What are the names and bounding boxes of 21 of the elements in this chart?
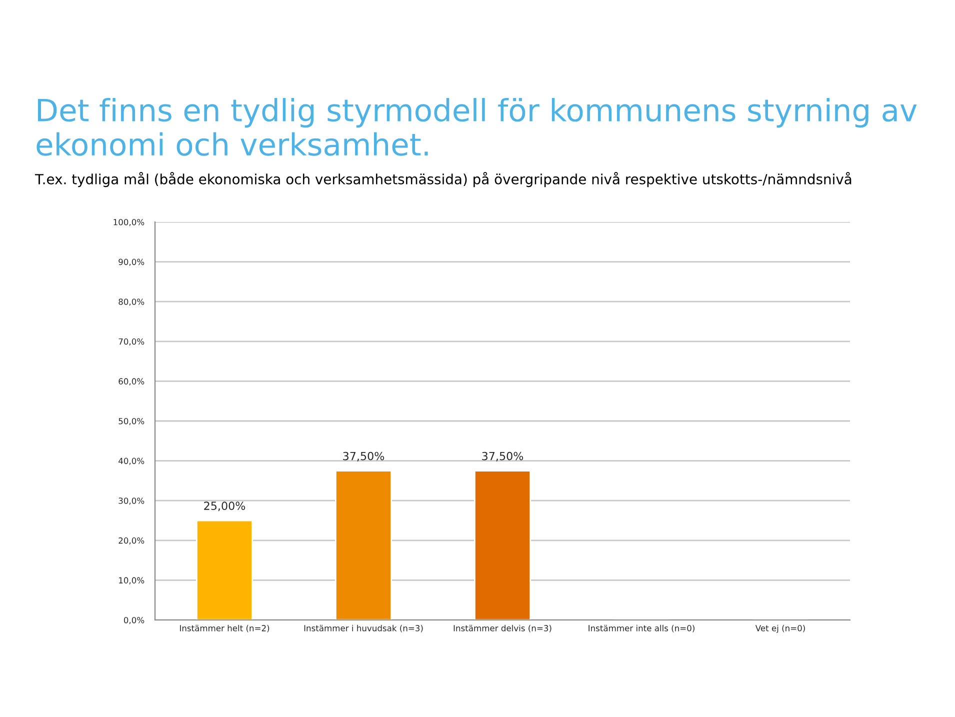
y-tick-label: 40,0% xyxy=(118,458,144,465)
y-tick-label: 90,0% xyxy=(118,258,144,266)
data-label: 37,50% xyxy=(343,452,384,462)
y-tick-label: 70,0% xyxy=(118,338,144,346)
data-label: 25,00% xyxy=(204,502,246,512)
y-tick-label: 60,0% xyxy=(118,378,144,386)
y-tick-label: 30,0% xyxy=(118,498,144,505)
data-label: 37,50% xyxy=(482,452,524,462)
y-tick-label: 20,0% xyxy=(118,537,144,545)
chart-subtitle: T.ex. tydliga mål (både ekonomiska och verksamhetsmässida) på övergripande nivå respektive utskotts-/nämndsnivå xyxy=(34,172,852,188)
y-tick-label: 100,0% xyxy=(114,218,144,226)
y-tick-label: 80,0% xyxy=(118,298,144,306)
x-tick-label: Vet ej (n=0) xyxy=(755,624,805,633)
y-tick-label: 10,0% xyxy=(119,577,144,584)
y-tick-label: 0,0% xyxy=(124,616,144,624)
x-tick-label: Instämmer i huvudsak (n=3) xyxy=(304,624,423,632)
chart-title: Det finns en tydlig styrmodell för kommunens styrning av ekonomi och verksamhet. xyxy=(36,98,917,156)
x-tick-label: Instämmer inte alls (n=0) xyxy=(588,624,694,632)
y-tick-label: 50,0% xyxy=(118,418,144,426)
x-tick-label: Instämmer helt (n=2) xyxy=(180,624,270,632)
x-tick-label: Instämmer delvis (n=3) xyxy=(454,624,552,632)
